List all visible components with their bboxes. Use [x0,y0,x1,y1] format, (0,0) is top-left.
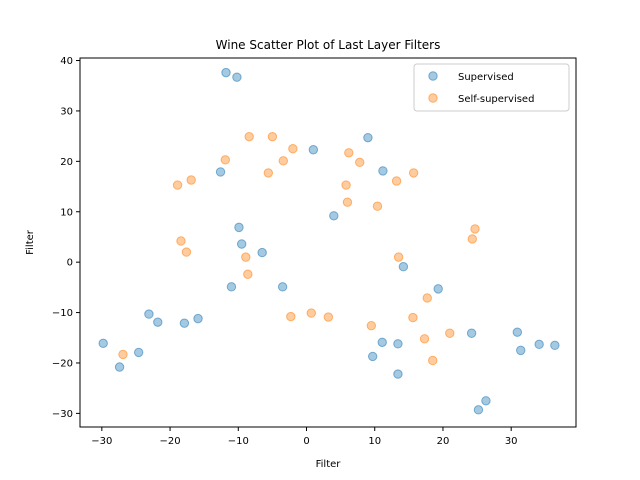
data-point [306,308,316,318]
x-tick-label: 0 [303,436,309,447]
data-point [363,132,373,143]
y-tick-label: −20 [52,358,73,369]
data-point [243,269,253,279]
data-point [378,166,388,176]
data-point [186,175,196,185]
x-tick-label: 10 [368,436,381,447]
y-axis-ticks: −30 −20 −10 0 10 20 30 40 [52,56,80,420]
data-point [220,155,231,165]
data-point [241,252,251,262]
data-point [408,312,418,323]
y-axis-label: Filter [25,229,36,255]
x-axis-ticks: −30 −20 −10 0 10 20 30 [91,427,518,447]
data-point [193,313,203,324]
data-point [372,201,383,211]
legend-label-supervised: Supervised [458,72,514,83]
x-tick-label: −20 [160,436,181,447]
data-point [466,328,477,338]
data-point [481,396,491,406]
legend-marker-self-supervised [428,93,438,103]
data-point [133,347,144,358]
legend-label-self-supervised: Self-supervised [458,94,534,105]
data-point [419,334,430,344]
data-point [226,282,237,292]
legend-box [413,63,570,112]
data-point [355,157,365,168]
data-point [263,168,274,178]
data-point [377,337,387,348]
data-point [433,284,443,294]
data-point [181,247,192,257]
data-point [550,340,560,351]
data-point [367,351,378,362]
data-point [473,405,484,415]
data-point [445,328,455,338]
data-point [470,224,480,234]
x-tick-label: 20 [437,436,450,447]
data-point [342,197,353,207]
data-point [323,312,334,322]
data-point [408,168,419,178]
data-point [179,318,190,328]
x-axis-label: Filter [316,459,342,470]
data-point [257,247,267,258]
scatter-points [98,67,560,415]
data-point [398,261,409,272]
series-supervised [98,67,560,415]
legend: Supervised Self-supervised [413,63,570,112]
data-point [267,131,278,142]
data-point [234,222,244,233]
data-point [391,176,402,186]
data-point [288,144,298,154]
series-self-supervised [118,131,480,366]
data-point [428,355,438,366]
data-point [244,131,254,142]
y-tick-label: −30 [52,409,73,420]
data-point [393,252,404,262]
chart-title: Wine Scatter Plot of Last Layer Filters [216,38,441,52]
x-tick-label: −10 [228,436,249,447]
data-point [172,180,183,190]
data-point [98,338,108,349]
data-point [329,211,339,221]
data-point [118,349,128,360]
y-tick-label: 40 [60,56,73,67]
data-point [144,309,154,319]
data-point [516,345,526,356]
y-tick-label: 30 [60,106,73,117]
data-point [176,236,186,246]
data-point [308,145,319,155]
data-point [277,282,288,292]
y-tick-label: 10 [60,207,73,218]
y-tick-label: 0 [67,258,73,269]
data-point [341,180,351,190]
data-point [215,167,226,177]
data-point [153,317,163,327]
x-tick-label: 30 [505,436,518,447]
data-point [393,339,403,349]
data-point [232,72,242,82]
data-point [366,320,377,331]
data-point [221,67,231,78]
data-point [236,239,247,249]
data-point [114,362,125,372]
y-tick-label: 20 [60,157,73,168]
plot-frame [79,57,577,428]
y-tick-label: −10 [52,308,73,319]
data-point [422,293,432,303]
data-point [534,339,544,350]
data-point [278,156,289,166]
data-point [286,311,296,322]
x-tick-label: −30 [91,436,112,447]
legend-marker-supervised [428,71,438,81]
data-point [393,369,403,379]
data-point [512,327,523,337]
data-point [467,234,477,244]
data-point [344,148,354,158]
